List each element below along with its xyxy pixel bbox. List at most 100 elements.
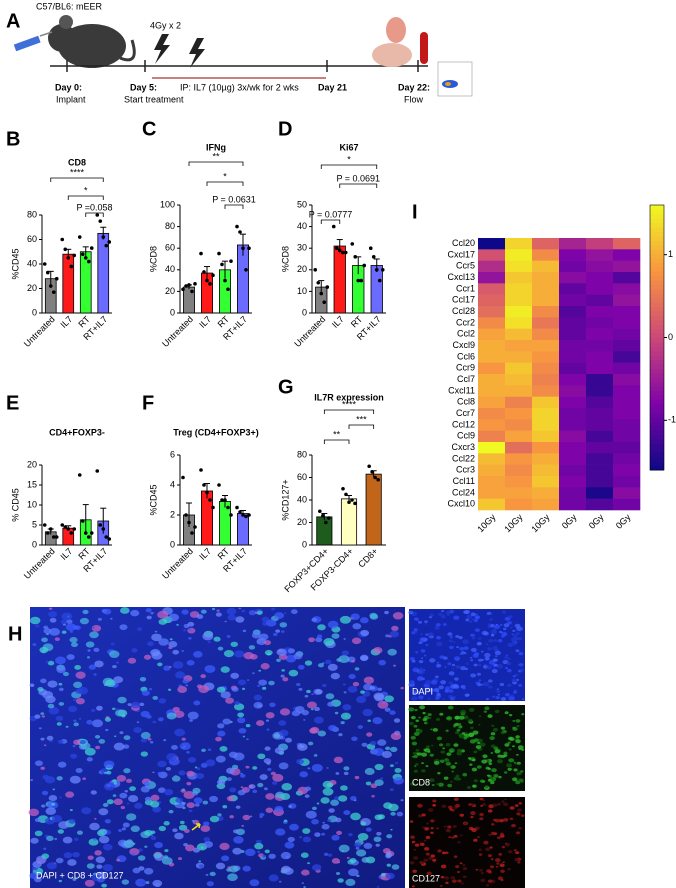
cell bbox=[77, 686, 89, 695]
cell bbox=[229, 787, 237, 793]
cell bbox=[371, 795, 375, 798]
cell bbox=[334, 817, 342, 823]
cell bbox=[477, 663, 482, 667]
cell bbox=[215, 736, 222, 742]
cell bbox=[394, 767, 402, 773]
significance-bracket bbox=[85, 212, 104, 217]
cell bbox=[200, 846, 204, 849]
data-point bbox=[51, 535, 56, 539]
cell bbox=[186, 659, 195, 666]
heatmap-cell bbox=[478, 385, 506, 397]
cell bbox=[388, 803, 399, 812]
data-point bbox=[327, 516, 331, 520]
data-point bbox=[370, 470, 374, 474]
cell bbox=[104, 771, 107, 774]
cell bbox=[507, 642, 514, 647]
cell bbox=[288, 805, 293, 808]
cell bbox=[154, 882, 161, 887]
y-tick-label: 80 bbox=[165, 221, 175, 231]
heatmap-cell bbox=[505, 238, 533, 250]
cell bbox=[482, 799, 486, 802]
data-point bbox=[350, 242, 355, 246]
cell bbox=[514, 623, 521, 628]
y-tick-label: 40 bbox=[165, 264, 175, 274]
cell bbox=[192, 847, 200, 853]
cell bbox=[470, 659, 474, 662]
cell bbox=[412, 869, 417, 873]
cell bbox=[423, 858, 429, 862]
cell bbox=[112, 707, 116, 711]
cell bbox=[63, 852, 73, 859]
cell bbox=[136, 627, 143, 631]
colorbar-segment bbox=[650, 231, 664, 237]
cell bbox=[507, 736, 513, 741]
colorbar-segment bbox=[650, 346, 664, 352]
cell bbox=[451, 663, 456, 667]
cell bbox=[516, 724, 520, 728]
cell bbox=[113, 735, 117, 738]
cell bbox=[238, 727, 247, 734]
cell bbox=[453, 641, 456, 644]
cell bbox=[375, 843, 380, 847]
cell bbox=[434, 626, 440, 630]
data-point bbox=[344, 492, 348, 497]
cell bbox=[445, 761, 451, 766]
x-tick-label: Untreated bbox=[22, 546, 57, 581]
cell bbox=[478, 868, 483, 872]
cell bbox=[123, 735, 131, 741]
cell bbox=[448, 836, 452, 839]
data-point bbox=[101, 235, 106, 239]
cell bbox=[166, 753, 178, 761]
row-label: Ccr9 bbox=[456, 363, 475, 373]
cell bbox=[220, 691, 231, 699]
heatmap-cell bbox=[478, 476, 506, 488]
cell bbox=[481, 630, 488, 636]
cell bbox=[69, 630, 73, 633]
colorbar-segment bbox=[650, 399, 664, 405]
panel-label: C bbox=[142, 118, 156, 140]
significance-bracket bbox=[67, 195, 104, 200]
data-point bbox=[199, 468, 203, 472]
cell bbox=[424, 827, 430, 831]
cell bbox=[117, 696, 127, 704]
cell bbox=[95, 856, 106, 864]
cell bbox=[370, 740, 377, 746]
colorbar-segment bbox=[650, 412, 664, 418]
cell bbox=[453, 656, 461, 661]
cell bbox=[102, 802, 109, 807]
data-point bbox=[48, 284, 53, 288]
cell bbox=[435, 717, 441, 721]
cell bbox=[515, 673, 519, 677]
cell bbox=[363, 683, 373, 691]
cell bbox=[168, 809, 174, 814]
cell bbox=[348, 673, 356, 680]
cell bbox=[390, 828, 393, 831]
cell bbox=[448, 671, 455, 676]
colorbar-segment bbox=[650, 284, 664, 290]
colorbar-segment bbox=[650, 456, 664, 462]
y-axis-label: %CD8 bbox=[280, 246, 290, 272]
cell bbox=[268, 853, 276, 859]
cell bbox=[516, 812, 521, 816]
cell bbox=[423, 839, 427, 842]
cell bbox=[429, 613, 434, 617]
row-label: Ccl24 bbox=[452, 487, 475, 497]
column-label: 10Gy bbox=[475, 512, 498, 535]
cell bbox=[323, 852, 329, 856]
heatmap-cell bbox=[505, 476, 533, 488]
cell bbox=[58, 701, 65, 706]
cell bbox=[408, 610, 414, 615]
cell bbox=[462, 687, 466, 690]
cell bbox=[56, 776, 63, 781]
cell bbox=[355, 846, 360, 850]
cell bbox=[316, 634, 323, 639]
cell bbox=[456, 728, 461, 732]
heatmap-cell bbox=[586, 453, 614, 465]
cell bbox=[470, 673, 477, 678]
heatmap-cell bbox=[505, 328, 533, 341]
significance-bracket bbox=[323, 409, 375, 414]
data-point bbox=[380, 268, 385, 272]
cell bbox=[200, 609, 207, 614]
cell bbox=[56, 666, 66, 674]
cell bbox=[338, 844, 350, 853]
